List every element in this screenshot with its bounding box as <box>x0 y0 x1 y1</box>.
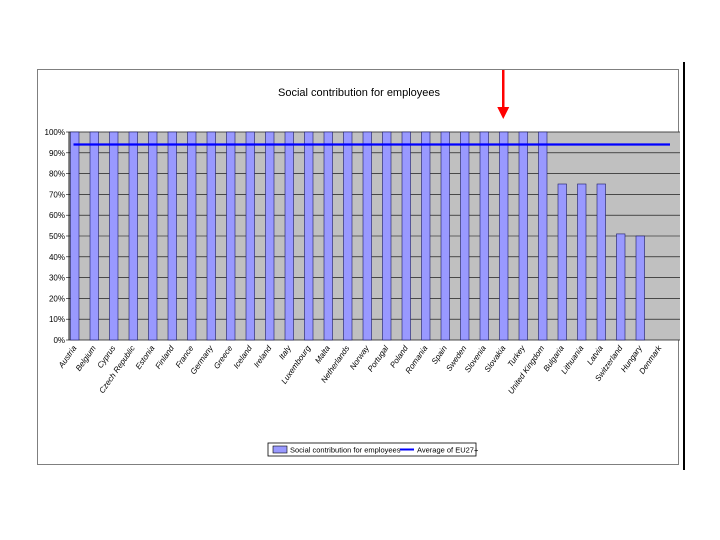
category-label: Latvia <box>585 344 605 367</box>
bar <box>187 131 197 341</box>
bar <box>362 131 372 341</box>
y-tick-label: 0% <box>53 336 65 345</box>
bar <box>323 131 333 341</box>
bar <box>226 131 236 341</box>
category-label: Slovakia <box>483 344 508 374</box>
bar <box>206 131 216 341</box>
category-label: Malta <box>313 344 332 366</box>
bar <box>596 183 606 341</box>
y-tick-label: 30% <box>49 274 65 283</box>
bar <box>401 131 411 341</box>
bar <box>167 131 177 341</box>
legend-bar-label: Social contribution for employees <box>290 446 401 455</box>
y-tick-label: 80% <box>49 170 65 179</box>
bar <box>109 131 119 341</box>
bar <box>304 131 314 341</box>
bar <box>538 131 548 341</box>
y-tick-label: 20% <box>49 294 65 303</box>
bar <box>440 131 450 341</box>
bar <box>479 131 489 341</box>
legend: Social contribution for employees Averag… <box>267 442 479 457</box>
category-label: Greece <box>212 344 235 371</box>
category-label: Czech Republic <box>97 344 137 395</box>
legend-bar-swatch <box>272 445 288 454</box>
y-tick-label: 60% <box>49 211 65 220</box>
category-label: Ireland <box>252 344 274 370</box>
y-tick-label: 90% <box>49 149 65 158</box>
y-tick-label: 10% <box>49 315 65 324</box>
bar <box>89 131 99 341</box>
bar <box>148 131 158 341</box>
bar <box>128 131 138 341</box>
bar <box>284 131 294 341</box>
bar <box>343 131 353 341</box>
bar <box>635 235 645 341</box>
y-tick-label: 100% <box>45 128 65 137</box>
y-tick-label: 50% <box>49 232 65 241</box>
bar <box>421 131 431 341</box>
bar <box>460 131 470 341</box>
legend-box <box>267 442 477 457</box>
bar <box>499 131 509 341</box>
y-tick-label: 40% <box>49 253 65 262</box>
bar <box>382 131 392 341</box>
bar <box>557 183 567 341</box>
bar <box>577 183 587 341</box>
category-label: Italy <box>277 343 293 361</box>
y-tick-label: 70% <box>49 190 65 199</box>
chart-title: Social contribution for employees <box>278 87 441 99</box>
bar <box>245 131 255 341</box>
slide-right-rule <box>683 62 685 470</box>
category-label: Iceland <box>232 344 254 371</box>
category-label: Belgium <box>74 344 98 373</box>
category-label: Spain <box>430 344 449 366</box>
category-label: United Kingdom <box>506 344 546 396</box>
bar <box>616 233 626 341</box>
category-label: Finland <box>153 344 176 371</box>
legend-line-label: Average of EU27+ <box>417 446 479 455</box>
chart-svg: Social contribution for employees 0% 10% 2… <box>45 87 680 457</box>
chart-frame: Social contribution for employees 0% 10% 2… <box>37 69 680 465</box>
category-label: Estonia <box>134 344 157 371</box>
bar <box>265 131 275 341</box>
bar <box>518 131 528 341</box>
bar <box>70 131 80 341</box>
